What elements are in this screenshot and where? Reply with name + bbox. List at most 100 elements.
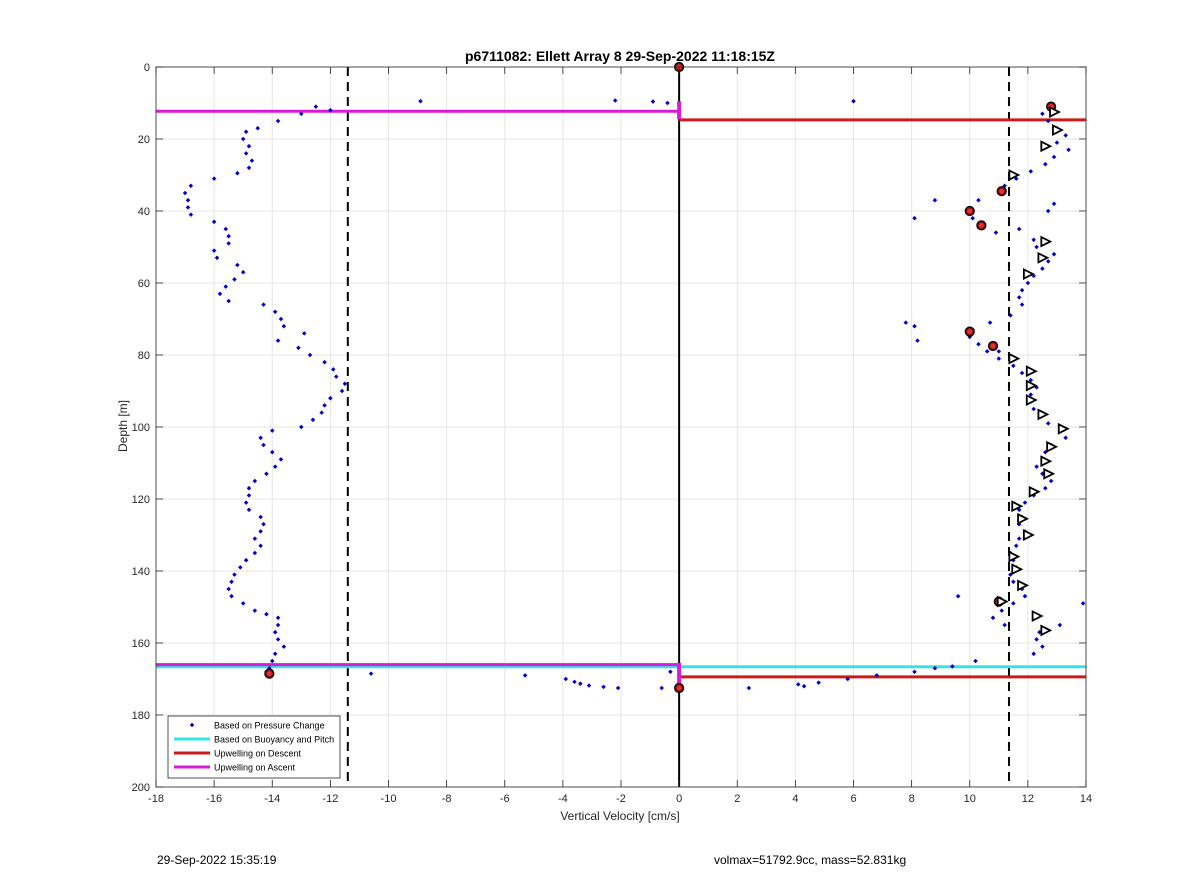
y-tick-label: 0 (144, 62, 150, 74)
data-point (226, 298, 231, 304)
direction-marker (1022, 529, 1035, 541)
data-point (612, 98, 618, 103)
x-tick-label: 0 (676, 793, 682, 805)
data-point (1040, 644, 1045, 649)
data-point (1011, 363, 1016, 369)
data-point (246, 165, 252, 171)
data-point (801, 683, 807, 689)
data-point (1066, 147, 1071, 153)
x-tick-label: -12 (322, 793, 338, 805)
data-point (301, 331, 307, 336)
data-point (211, 176, 217, 181)
x-tick-label: 2 (734, 793, 740, 805)
data-point (1034, 637, 1039, 642)
data-points (182, 98, 1086, 691)
data-point (211, 219, 217, 225)
data-point (993, 230, 999, 235)
direction-marker (1025, 379, 1038, 392)
data-point (182, 190, 188, 196)
data-point (275, 118, 281, 124)
direction-marker (1011, 563, 1024, 576)
x-tick-label: -2 (616, 793, 626, 805)
data-point (1002, 622, 1007, 628)
y-tick-label: 200 (132, 782, 150, 794)
upwelling-segments (156, 101, 1086, 687)
data-point (322, 359, 327, 365)
data-point (1016, 226, 1022, 232)
data-point (211, 248, 217, 253)
data-point (342, 381, 348, 387)
data-point (1031, 406, 1036, 412)
x-tick-label: -18 (148, 793, 164, 805)
data-point (249, 158, 255, 163)
direction-marker (1040, 624, 1053, 637)
data-point (281, 644, 287, 649)
direction-marker (1040, 235, 1053, 248)
data-point (1028, 392, 1034, 397)
footer-stats: volmax=51792.9cc, mass=52.831kg (714, 853, 907, 867)
data-point (331, 367, 336, 372)
footer-timestamp: 29-Sep-2022 15:35:19 (157, 853, 277, 867)
data-point (796, 682, 801, 687)
data-point (1051, 154, 1057, 160)
data-point (1043, 161, 1048, 167)
data-point (1063, 133, 1068, 138)
data-point (235, 262, 240, 268)
data-point (984, 349, 990, 354)
data-point (912, 323, 917, 329)
data-point (246, 507, 252, 513)
data-point (955, 593, 961, 599)
data-point (1008, 313, 1013, 318)
data-point (586, 683, 592, 688)
y-tick-label: 180 (132, 710, 150, 722)
x-tick-label: 6 (850, 793, 856, 805)
data-point (261, 521, 266, 527)
direction-marker (1008, 352, 1021, 365)
x-tick-label: -10 (381, 793, 397, 805)
direction-marker (1052, 124, 1064, 136)
upwelling-marker-inner (967, 329, 973, 335)
data-point (258, 543, 263, 549)
data-point (1051, 251, 1057, 257)
data-point (1045, 259, 1051, 264)
data-point (999, 608, 1004, 613)
data-point (1025, 280, 1031, 286)
direction-marker (1057, 422, 1070, 435)
data-point (915, 338, 920, 343)
data-point (264, 471, 269, 477)
data-point (572, 679, 577, 685)
data-point (339, 388, 345, 394)
grid-lines (155, 66, 1087, 788)
legend-entry-label: Based on Pressure Change (214, 721, 325, 731)
direction-marker (1037, 408, 1050, 421)
data-point (272, 464, 278, 469)
data-point (226, 233, 231, 239)
x-axis-label: Vertical Velocity [cm/s] (560, 809, 679, 823)
data-point (275, 622, 281, 628)
data-point (987, 320, 993, 325)
data-point (1045, 118, 1051, 124)
data-point (601, 684, 606, 690)
data-point (522, 673, 528, 678)
upwelling-marker-inner (990, 343, 996, 349)
data-point (240, 601, 246, 606)
chart-title: p6711082: Ellett Array 8 29-Sep-2022 11:… (465, 48, 775, 64)
data-point (668, 669, 673, 675)
data-point (307, 352, 313, 358)
direction-marker (1040, 140, 1053, 153)
data-point (996, 349, 1002, 354)
data-point (278, 457, 284, 462)
data-point (665, 100, 670, 106)
data-point (261, 442, 266, 448)
data-point (243, 151, 249, 156)
x-tick-label: 10 (964, 793, 976, 805)
direction-marker (1017, 512, 1030, 525)
data-point (319, 410, 324, 415)
data-point (816, 680, 821, 685)
x-tick-label: 8 (909, 793, 915, 805)
data-point (1028, 377, 1034, 383)
data-point (275, 338, 281, 343)
data-point (258, 514, 263, 520)
data-point (214, 255, 220, 261)
